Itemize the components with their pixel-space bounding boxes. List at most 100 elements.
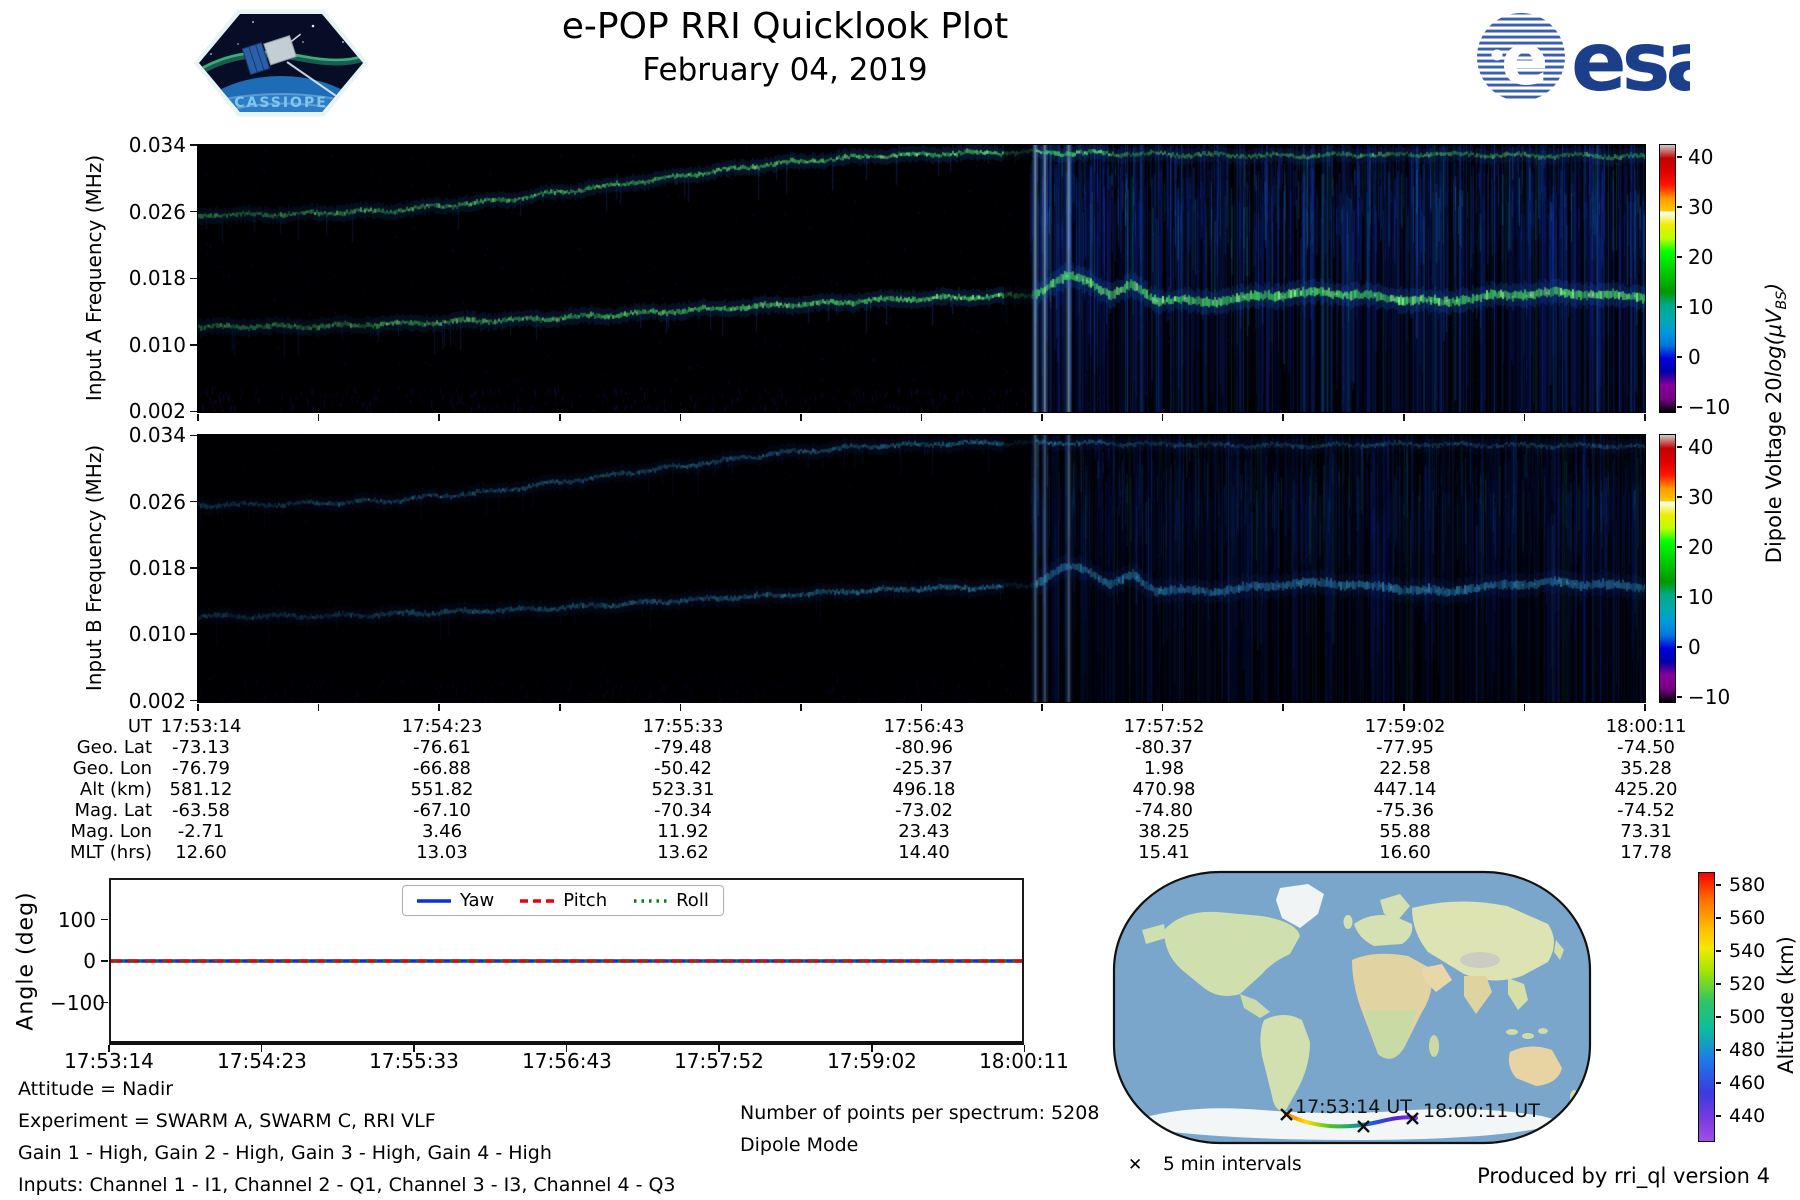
ephemeris-row-label: Mag. Lon (70, 821, 152, 842)
spec-b-ytick: 0.026 (128, 490, 186, 514)
track-interval-markers (1280, 1108, 1419, 1133)
axis-tick (1677, 696, 1682, 698)
spec-b-ytick: 0.010 (128, 622, 186, 646)
legend-label-pitch: Pitch (563, 890, 608, 911)
esa-globe-dot (1491, 49, 1503, 61)
alt-tick: 560 (1729, 907, 1766, 929)
dipole-colorbar-label: Dipole Voltage 20log(μVBS) (1761, 282, 1791, 564)
axis-tick (1677, 546, 1682, 548)
ephemeris-cell: -66.88 (412, 758, 472, 779)
esa-logo: e esa (1477, 13, 1690, 106)
ephemeris-cell: 523.31 (651, 779, 715, 800)
ephemeris-cell: -76.79 (171, 758, 231, 779)
axis-tick (1023, 1045, 1026, 1052)
ephemeris-row-label: Mag. Lat (74, 800, 152, 821)
axis-tick (1161, 413, 1164, 421)
satellite-ground-track (1284, 1112, 1418, 1129)
ephemeris-cell: -74.52 (1616, 800, 1676, 821)
ephemeris-row-geolon: Geo. Lon -76.79 -66.88 -50.42 -25.37 1.9… (0, 758, 1800, 779)
inputs-annotation: Inputs: Channel 1 - I1, Channel 2 - Q1, … (18, 1174, 676, 1196)
ephemeris-cell: -76.61 (412, 737, 472, 758)
angle-legend: Yaw Pitch Roll (402, 885, 724, 916)
gains-annotation: Gain 1 - High, Gain 2 - High, Gain 3 - H… (18, 1142, 552, 1164)
cb-b-tick: 20 (1688, 535, 1714, 559)
ephemeris-cell: 13.03 (416, 842, 468, 863)
spec-a-ytick: 0.034 (128, 133, 186, 157)
ephemeris-cell: 18:00:11 (1605, 716, 1687, 737)
cassiope-mission-patch: CASSIOPE (193, 9, 369, 117)
legend-label-yaw: Yaw (460, 890, 495, 911)
axis-tick (260, 1045, 263, 1052)
produced-by-credit: Produced by rri_ql version 4 (1477, 1164, 1770, 1188)
ephemeris-cell: -77.95 (1375, 737, 1435, 758)
axis-tick (800, 703, 802, 711)
ephemeris-row-ut: UT 17:53:14 17:54:23 17:55:33 17:56:43 1… (0, 716, 1800, 737)
attitude-annotation: Attitude = Nadir (18, 1078, 174, 1100)
legend-item-yaw: Yaw (417, 890, 494, 911)
ephemeris-cell: 17:59:02 (1364, 716, 1446, 737)
ephemeris-row-mlt: MLT (hrs) 12.60 13.03 13.62 14.40 15.41 … (0, 842, 1800, 863)
axis-tick (1716, 1016, 1721, 1018)
axis-tick (190, 344, 197, 346)
cb-b-tick: −10 (1688, 685, 1731, 709)
spec-a-ytick: 0.026 (128, 200, 186, 224)
altitude-colorbar (1698, 872, 1715, 1142)
ephemeris-cell: 17:57:52 (1123, 716, 1205, 737)
track-end-label: 18:00:11 UT (1423, 1100, 1540, 1122)
spectrogram-a-panel (197, 144, 1646, 413)
roll-swatch-icon (634, 898, 668, 903)
ephemeris-cell: -73.13 (171, 737, 231, 758)
ephemeris-cell: -50.42 (653, 758, 713, 779)
dipole-colorbar-b (1659, 434, 1676, 703)
alt-tick: 540 (1729, 940, 1766, 962)
spectrogram-a-ylabel: Input A Frequency (MHz) (82, 154, 106, 402)
ground-track-map: 17:53:14 UT 18:00:11 UT (1112, 870, 1592, 1145)
axis-tick (190, 567, 197, 569)
angle-plot-ylabel: Angle (deg) (13, 891, 39, 1031)
ephemeris-cell: 496.18 (892, 779, 956, 800)
axis-tick (438, 413, 440, 421)
ephemeris-cell: -74.50 (1616, 737, 1676, 758)
radio-beam (286, 61, 340, 99)
continents (1140, 884, 1578, 1140)
angle-ytick: 0 (83, 949, 96, 973)
axis-tick (190, 277, 197, 280)
axis-tick (190, 410, 197, 413)
axis-tick (197, 703, 199, 711)
axis-tick (1716, 1082, 1721, 1084)
ephemeris-cell: 55.88 (1379, 821, 1431, 842)
dipole-colorbar-a (1659, 144, 1676, 413)
ephemeris-cell: 17:53:14 (160, 716, 242, 737)
ephemeris-cell: 3.46 (421, 821, 463, 842)
axis-tick (920, 413, 923, 421)
ephemeris-cell: 35.28 (1620, 758, 1672, 779)
axis-tick (1716, 983, 1721, 985)
axis-tick (413, 1045, 415, 1052)
spectrogram-b-panel (197, 434, 1646, 703)
spectrogram-b-ylabel: Input B Frequency (MHz) (82, 444, 106, 692)
cb-a-tick: −10 (1688, 395, 1731, 419)
ephemeris-row-label: UT (127, 716, 152, 737)
axis-tick (317, 413, 320, 421)
cb-b-tick: 30 (1688, 485, 1714, 509)
cb-a-tick: 30 (1688, 195, 1714, 219)
ephemeris-cell: 581.12 (169, 779, 233, 800)
ephemeris-cell: 447.14 (1373, 779, 1437, 800)
angle-xtick: 17:56:43 (522, 1049, 612, 1073)
axis-tick (1403, 703, 1405, 711)
axis-tick (1644, 703, 1646, 711)
esa-globe-letter: e (1501, 19, 1548, 101)
axis-tick (1677, 496, 1682, 498)
angle-xtick: 17:55:33 (369, 1049, 459, 1073)
alt-tick: 580 (1729, 874, 1766, 896)
cb-b-tick: 0 (1688, 635, 1701, 659)
axis-tick (108, 1045, 110, 1052)
axis-tick (190, 434, 197, 437)
ephemeris-cell: -80.96 (894, 737, 954, 758)
axis-tick (190, 500, 197, 503)
axis-tick (438, 703, 440, 711)
alt-tick: 440 (1729, 1105, 1766, 1127)
ephemeris-row-geolat: Geo. Lat -73.13 -76.61 -79.48 -80.96 -80… (0, 737, 1800, 758)
ephemeris-cell: -67.10 (412, 800, 472, 821)
ephemeris-cell: 16.60 (1379, 842, 1431, 863)
